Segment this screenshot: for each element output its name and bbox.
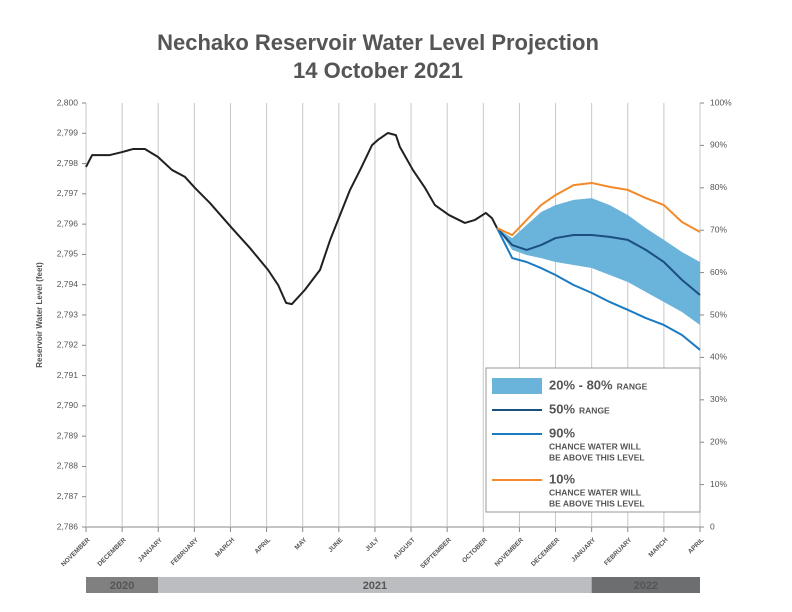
y2-tick-label: 30% bbox=[710, 394, 727, 404]
x-tick-label: MARCH bbox=[647, 536, 669, 558]
series-line bbox=[85, 131, 498, 306]
x-tick-label: JANUARY bbox=[570, 536, 597, 563]
x-tick-label: MAY bbox=[294, 536, 309, 551]
y2-tick-label: 70% bbox=[710, 224, 727, 234]
y-tick-label: 2,787 bbox=[57, 491, 79, 501]
legend-label: 50% bbox=[549, 401, 575, 416]
legend-note: BE ABOVE THIS LEVEL bbox=[549, 452, 645, 462]
x-tick-label: MARCH bbox=[214, 536, 236, 558]
legend-note: RANGE bbox=[579, 405, 610, 415]
x-tick-label: APRIL bbox=[687, 537, 706, 556]
y2-tick-label: 20% bbox=[710, 436, 727, 446]
y2-tick-label: 10% bbox=[710, 479, 727, 489]
legend-note: CHANCE WATER WILL bbox=[549, 487, 641, 497]
x-tick-label: NOVEMBER bbox=[494, 536, 526, 568]
y-tick-label: 2,791 bbox=[57, 370, 79, 380]
y-tick-label: 2,788 bbox=[57, 461, 79, 471]
year-bar bbox=[591, 577, 700, 593]
y-tick-label: 2,790 bbox=[57, 400, 79, 410]
y-axis-label: Reservoir Water Level (feet) bbox=[35, 262, 44, 368]
chart-subtitle: 14 October 2021 bbox=[293, 58, 463, 83]
y2-tick-label: 80% bbox=[710, 182, 727, 192]
y2-tick-label: 40% bbox=[710, 352, 727, 362]
x-tick-label: SEPTEMBER bbox=[419, 536, 453, 570]
x-tick-label: FEBRUARY bbox=[170, 536, 201, 567]
legend-label: 10% bbox=[549, 471, 575, 486]
y-tick-label: 2,786 bbox=[57, 521, 79, 531]
y-tick-label: 2,794 bbox=[57, 279, 79, 289]
year-label: 2022 bbox=[634, 580, 658, 592]
x-tick-label: JULY bbox=[364, 536, 381, 553]
y-tick-label: 2,792 bbox=[57, 340, 79, 350]
y2-tick-label: 50% bbox=[710, 309, 727, 319]
y-tick-label: 2,798 bbox=[57, 158, 79, 168]
legend-note: BE ABOVE THIS LEVEL bbox=[549, 498, 645, 508]
y2-tick-label: 60% bbox=[710, 267, 727, 277]
x-tick-label: DECEMBER bbox=[96, 536, 127, 567]
legend-label: 20% - 80% bbox=[549, 377, 613, 392]
y-tick-label: 2,793 bbox=[57, 309, 79, 319]
x-tick-label: OCTOBER bbox=[461, 536, 489, 564]
range-band bbox=[497, 198, 700, 325]
year-bar bbox=[86, 577, 159, 593]
y2-tick-label: 0 bbox=[710, 521, 715, 531]
x-tick-label: APRIL bbox=[253, 537, 272, 556]
legend-note: CHANCE WATER WILL bbox=[549, 441, 641, 451]
y2-tick-label: 90% bbox=[710, 140, 727, 150]
y-tick-label: 2,797 bbox=[57, 188, 79, 198]
year-bar bbox=[158, 577, 592, 593]
legend-swatch bbox=[492, 378, 542, 394]
x-tick-label: AUGUST bbox=[392, 537, 416, 561]
year-label: 2020 bbox=[110, 580, 134, 592]
series-line bbox=[496, 227, 701, 296]
y-tick-label: 2,800 bbox=[57, 97, 79, 107]
series-line bbox=[496, 227, 701, 351]
x-tick-label: DECEMBER bbox=[530, 536, 561, 567]
x-tick-label: NOVEMBER bbox=[60, 536, 92, 568]
y-tick-label: 2,789 bbox=[57, 430, 79, 440]
series-line bbox=[496, 181, 701, 237]
year-label: 2021 bbox=[363, 580, 387, 592]
x-tick-label: JUNE bbox=[327, 536, 345, 554]
y2-tick-label: 100% bbox=[710, 97, 732, 107]
legend-note: RANGE bbox=[617, 381, 648, 391]
y-tick-label: 2,795 bbox=[57, 249, 79, 259]
y-tick-label: 2,799 bbox=[57, 128, 79, 138]
chart-title: Nechako Reservoir Water Level Projection bbox=[157, 30, 599, 55]
x-tick-label: FEBRUARY bbox=[603, 536, 634, 567]
legend-label: 90% bbox=[549, 425, 575, 440]
x-tick-label: JANUARY bbox=[137, 536, 164, 563]
y-tick-label: 2,796 bbox=[57, 218, 79, 228]
